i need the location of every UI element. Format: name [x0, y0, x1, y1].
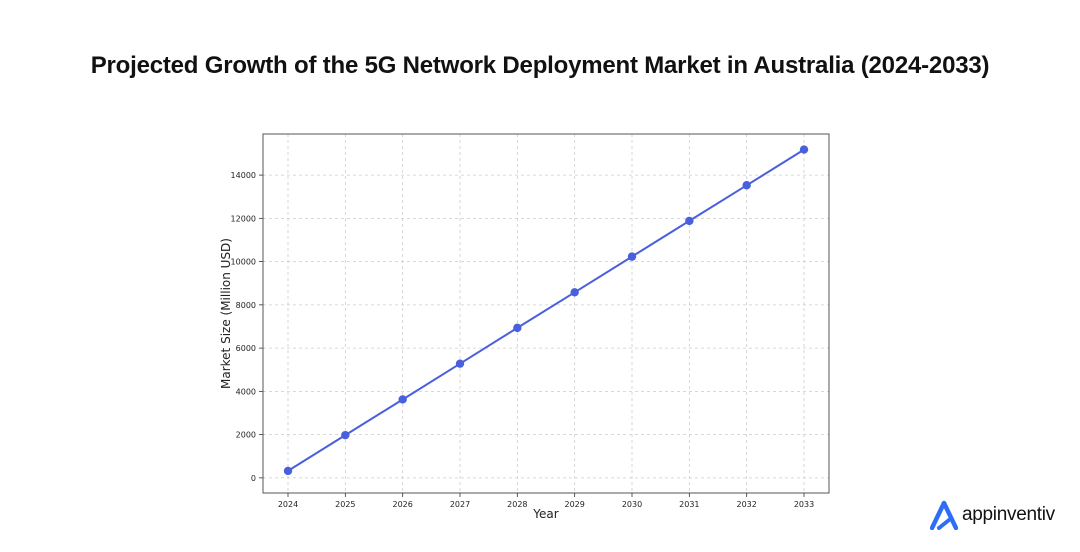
plot-area	[262, 133, 830, 494]
y-tick-label: 8000	[236, 301, 256, 310]
data-point	[455, 359, 465, 368]
x-tick-label: 2027	[450, 500, 470, 509]
x-tick-label: 2033	[794, 500, 814, 509]
x-tick-label: 2028	[507, 500, 527, 509]
appinventiv-logo-icon	[930, 500, 958, 530]
y-tick-label: 10000	[231, 258, 256, 267]
y-tick-label: 4000	[236, 387, 256, 396]
x-axis-label: Year	[532, 507, 558, 521]
data-point	[627, 252, 637, 261]
y-tick-label: 6000	[236, 344, 256, 353]
data-point	[742, 181, 751, 190]
data-point	[398, 395, 407, 404]
x-tick-label: 2032	[736, 500, 756, 509]
x-tick-label: 2030	[622, 500, 642, 509]
data-point	[799, 145, 809, 154]
y-tick-label: 12000	[231, 214, 256, 223]
y-axis-label: Market Size (Million USD)	[219, 238, 233, 389]
y-tick-label: 0	[251, 474, 256, 483]
data-point	[685, 216, 694, 226]
data-point	[283, 466, 293, 476]
grid	[263, 134, 829, 493]
series-line	[287, 148, 805, 472]
data-points	[283, 145, 809, 476]
chart-title: Projected Growth of the 5G Network Deplo…	[90, 52, 990, 79]
data-point	[513, 323, 522, 333]
data-point	[570, 288, 579, 297]
x-tick-label: 2029	[564, 500, 584, 509]
x-tick-label: 2024	[278, 500, 298, 509]
y-tick-label: 14000	[231, 171, 256, 180]
y-tick-label: 2000	[236, 431, 256, 440]
brand-logo: appinventiv	[930, 498, 1055, 532]
brand-name: appinventiv	[962, 504, 1055, 525]
axis-ticks: 2024 2025 2026 2027 2028 2029 2030 2031 2032 2033…	[231, 171, 815, 509]
data-point	[341, 430, 350, 440]
x-tick-label: 2031	[679, 500, 699, 509]
x-tick-label: 2026	[392, 500, 412, 509]
x-tick-label: 2025	[335, 500, 355, 509]
